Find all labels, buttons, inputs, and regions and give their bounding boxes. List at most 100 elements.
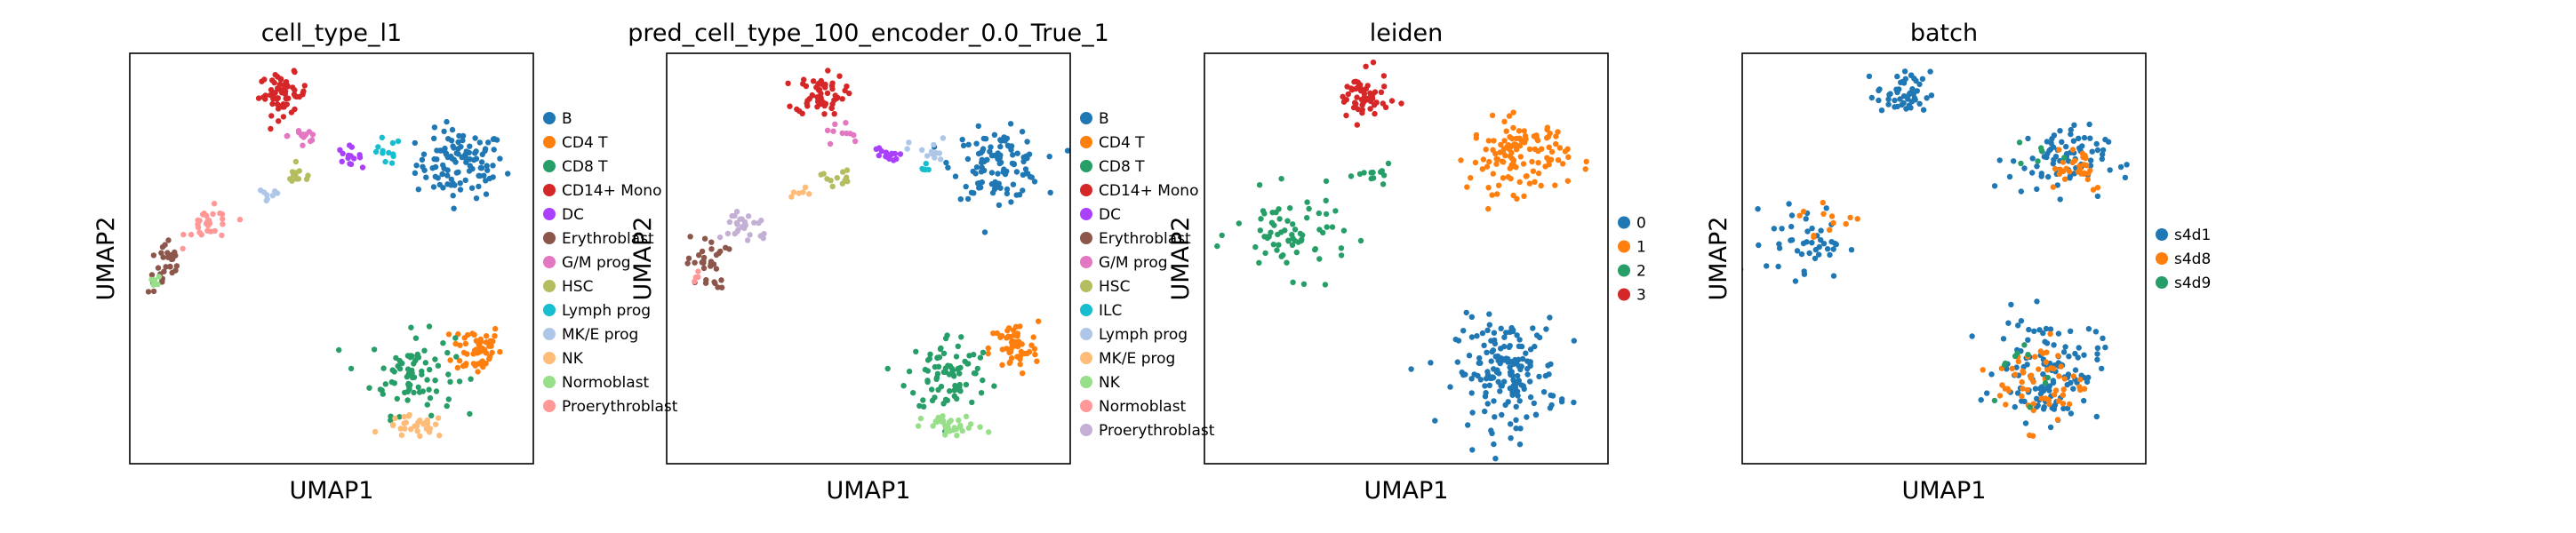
data-point-cd8-t bbox=[940, 369, 948, 376]
data-point-erythroblast bbox=[715, 284, 721, 290]
data-point-2 bbox=[1285, 238, 1292, 244]
data-point-nk bbox=[389, 421, 396, 428]
data-point-cd4-t bbox=[492, 333, 498, 339]
data-point-0 bbox=[1460, 328, 1467, 334]
data-point-b bbox=[978, 169, 985, 175]
data-point-s4d1 bbox=[1906, 91, 1912, 98]
data-point-cd8-t bbox=[435, 362, 442, 369]
data-point-s4d1 bbox=[2107, 167, 2113, 173]
data-point-s4d1 bbox=[2076, 135, 2082, 141]
data-point-s4d1 bbox=[1996, 157, 2003, 163]
data-point-nk bbox=[940, 419, 947, 426]
data-point-b bbox=[959, 136, 965, 143]
data-point-2 bbox=[1290, 279, 1296, 285]
data-point-s4d1 bbox=[1827, 251, 1833, 259]
data-point-1 bbox=[1548, 148, 1556, 155]
data-point-s4d1 bbox=[2045, 173, 2052, 180]
data-point-dc bbox=[873, 146, 879, 152]
data-point-mk-e-prog bbox=[788, 194, 795, 200]
data-point-cd4-t bbox=[1018, 348, 1025, 355]
data-point-cd4-t bbox=[990, 330, 996, 337]
data-point-1 bbox=[1524, 173, 1530, 179]
data-point-cd8-t bbox=[924, 378, 931, 386]
data-point-cd4-t bbox=[1004, 327, 1011, 334]
data-point-b bbox=[473, 155, 480, 162]
data-point-1 bbox=[1489, 192, 1495, 198]
data-point-0 bbox=[1512, 390, 1518, 396]
data-point-lymph-prog bbox=[386, 149, 392, 156]
data-point-s4d8 bbox=[1843, 220, 1849, 227]
data-point-proerythroblast bbox=[745, 213, 752, 219]
data-point-b bbox=[964, 155, 972, 163]
data-point-0 bbox=[1546, 371, 1552, 378]
data-point-cd14-mono bbox=[801, 76, 807, 83]
data-point-1 bbox=[1533, 135, 1540, 141]
data-point-s4d8 bbox=[2084, 176, 2091, 183]
data-point-2 bbox=[1274, 247, 1280, 253]
data-point-cd8-t bbox=[921, 403, 927, 410]
data-point-2 bbox=[1332, 208, 1339, 214]
data-point-s4d1 bbox=[2064, 381, 2070, 388]
data-point-s4d1 bbox=[2100, 147, 2107, 154]
data-point-cd14-mono bbox=[260, 94, 267, 100]
data-point-s4d8 bbox=[2077, 386, 2084, 394]
data-point-s4d8 bbox=[1830, 219, 1836, 227]
data-point-s4d1 bbox=[2018, 318, 2025, 324]
data-point-proerythroblast bbox=[220, 221, 226, 227]
data-point-s4d1 bbox=[2050, 378, 2056, 384]
data-point-1 bbox=[1526, 180, 1533, 187]
data-point-nk bbox=[436, 433, 443, 439]
legend-item: 3 bbox=[1618, 287, 1646, 305]
data-point-hsc bbox=[844, 167, 851, 173]
data-point-cd14-mono bbox=[292, 68, 298, 76]
data-point-s4d1 bbox=[1876, 97, 1882, 104]
data-point-3 bbox=[1371, 102, 1378, 108]
data-point-b bbox=[431, 124, 438, 131]
legend-label: Proerythroblast bbox=[1099, 422, 1215, 440]
data-point-s4d1 bbox=[2005, 320, 2012, 326]
data-point-s4d1 bbox=[2000, 336, 2007, 342]
data-point-hsc bbox=[820, 171, 827, 177]
data-point-0 bbox=[1536, 373, 1542, 380]
data-point-s4d1 bbox=[2068, 126, 2074, 133]
data-point-b bbox=[444, 154, 451, 161]
data-point-nk bbox=[915, 423, 922, 429]
data-point-2 bbox=[1338, 252, 1345, 259]
data-point-cd14-mono bbox=[275, 95, 281, 101]
data-point-s4d1 bbox=[2051, 342, 2057, 348]
legend-label: B bbox=[562, 110, 572, 128]
data-point-s4d8 bbox=[2027, 432, 2033, 439]
data-point-s4d1 bbox=[2018, 188, 2024, 195]
data-point-s4d1 bbox=[2072, 350, 2078, 357]
data-point-s4d8 bbox=[2070, 373, 2076, 379]
data-point-s4d8 bbox=[1847, 214, 1853, 221]
data-point-b bbox=[988, 144, 994, 150]
data-point-cd8-t bbox=[388, 378, 395, 386]
data-point-cd4-t bbox=[994, 330, 1001, 337]
legend-marker bbox=[1080, 280, 1092, 292]
data-point-b bbox=[476, 172, 482, 179]
data-point-s4d8 bbox=[2028, 372, 2035, 378]
legend-marker bbox=[543, 280, 556, 292]
data-point-2 bbox=[1293, 249, 1300, 256]
data-point-cd8-t bbox=[920, 397, 926, 403]
data-point-0 bbox=[1527, 346, 1534, 353]
data-point-s4d8 bbox=[2090, 187, 2097, 193]
data-point-cd8-t bbox=[980, 349, 987, 355]
data-point-dc bbox=[883, 149, 890, 155]
data-point-2 bbox=[1260, 208, 1267, 214]
data-point-normoblast bbox=[695, 268, 701, 274]
data-point-cd14-mono bbox=[818, 77, 824, 84]
data-point-s4d1 bbox=[1900, 78, 1906, 85]
data-point-b bbox=[457, 180, 463, 187]
data-point-0 bbox=[1510, 377, 1516, 383]
data-point-cd8-t bbox=[412, 335, 420, 341]
data-point-s4d1 bbox=[2011, 158, 2017, 164]
data-point-lymph-prog bbox=[906, 139, 912, 146]
data-point-mk-e-prog bbox=[263, 197, 269, 204]
data-point-b bbox=[965, 141, 972, 147]
legend-marker bbox=[543, 352, 556, 364]
data-point-s4d1 bbox=[1801, 271, 1808, 277]
data-point-cd8-t bbox=[929, 386, 935, 393]
data-point-lymph-prog bbox=[372, 148, 380, 155]
